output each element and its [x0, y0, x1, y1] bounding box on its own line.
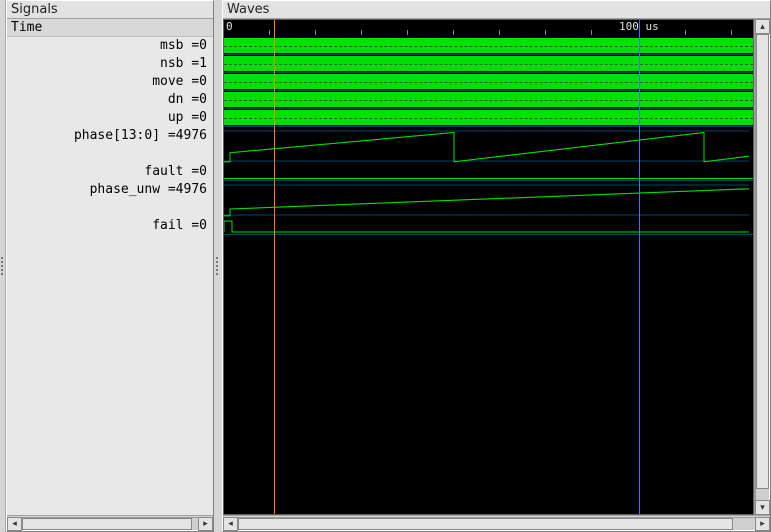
signal-row[interactable]: phase_unw =4976: [7, 181, 213, 199]
signal-row[interactable]: [7, 199, 213, 217]
panel-splitter[interactable]: [214, 0, 222, 532]
app-root: Signals Time msb =0nsb =1move =0dn =0up …: [0, 0, 771, 532]
left-gutter: [0, 0, 6, 532]
wave-flat: [224, 178, 753, 179]
scroll-left-icon[interactable]: ◂: [7, 517, 22, 531]
signals-body: Time msb =0nsb =1move =0dn =0up =0phase[…: [7, 19, 213, 515]
waves-vscroll[interactable]: ▴ ▾: [754, 19, 770, 515]
wave-analog: [224, 182, 749, 218]
time-ruler: 0 100 us: [224, 20, 753, 35]
signals-hscroll-track[interactable]: [22, 517, 198, 531]
waves-panel: Waves 0 100 us ▴ ▾ ◂ ▸: [222, 0, 771, 532]
wave-canvas[interactable]: 0 100 us: [223, 19, 754, 515]
time-cursor[interactable]: [274, 20, 275, 514]
signal-row[interactable]: phase[13:0] =4976: [7, 127, 213, 145]
signals-hscroll[interactable]: ◂ ▸: [7, 515, 213, 531]
scroll-right-icon[interactable]: ▸: [755, 517, 770, 531]
time-zero-label: 0: [226, 20, 233, 33]
waves-hscroll-track[interactable]: [238, 517, 755, 531]
signal-row[interactable]: move =0: [7, 73, 213, 91]
wave-analog: [224, 128, 749, 164]
scroll-left-icon[interactable]: ◂: [223, 517, 238, 531]
signal-row[interactable]: msb =0: [7, 37, 213, 55]
waves-title: Waves: [223, 1, 770, 19]
signals-title: Signals: [7, 1, 213, 19]
time-cursor[interactable]: [639, 20, 640, 514]
signal-row[interactable]: nsb =1: [7, 55, 213, 73]
waves-vscroll-track[interactable]: [755, 34, 770, 500]
signal-list: msb =0nsb =1move =0dn =0up =0phase[13:0]…: [7, 37, 213, 515]
signals-panel: Signals Time msb =0nsb =1move =0dn =0up …: [6, 0, 214, 532]
signal-row[interactable]: fail =0: [7, 217, 213, 235]
waves-vscroll-thumb[interactable]: [756, 34, 769, 489]
signal-row[interactable]: fault =0: [7, 163, 213, 181]
waves-hscroll-thumb[interactable]: [238, 518, 733, 530]
time-row[interactable]: Time: [7, 19, 213, 37]
signal-row[interactable]: [7, 145, 213, 163]
scroll-right-icon[interactable]: ▸: [198, 517, 213, 531]
signal-row[interactable]: up =0: [7, 109, 213, 127]
scroll-up-icon[interactable]: ▴: [755, 19, 770, 34]
signal-row[interactable]: dn =0: [7, 91, 213, 109]
waves-body: 0 100 us ▴ ▾: [223, 19, 770, 515]
signals-hscroll-thumb[interactable]: [22, 518, 192, 530]
scroll-down-icon[interactable]: ▾: [755, 500, 770, 515]
waves-hscroll[interactable]: ◂ ▸: [223, 515, 770, 531]
